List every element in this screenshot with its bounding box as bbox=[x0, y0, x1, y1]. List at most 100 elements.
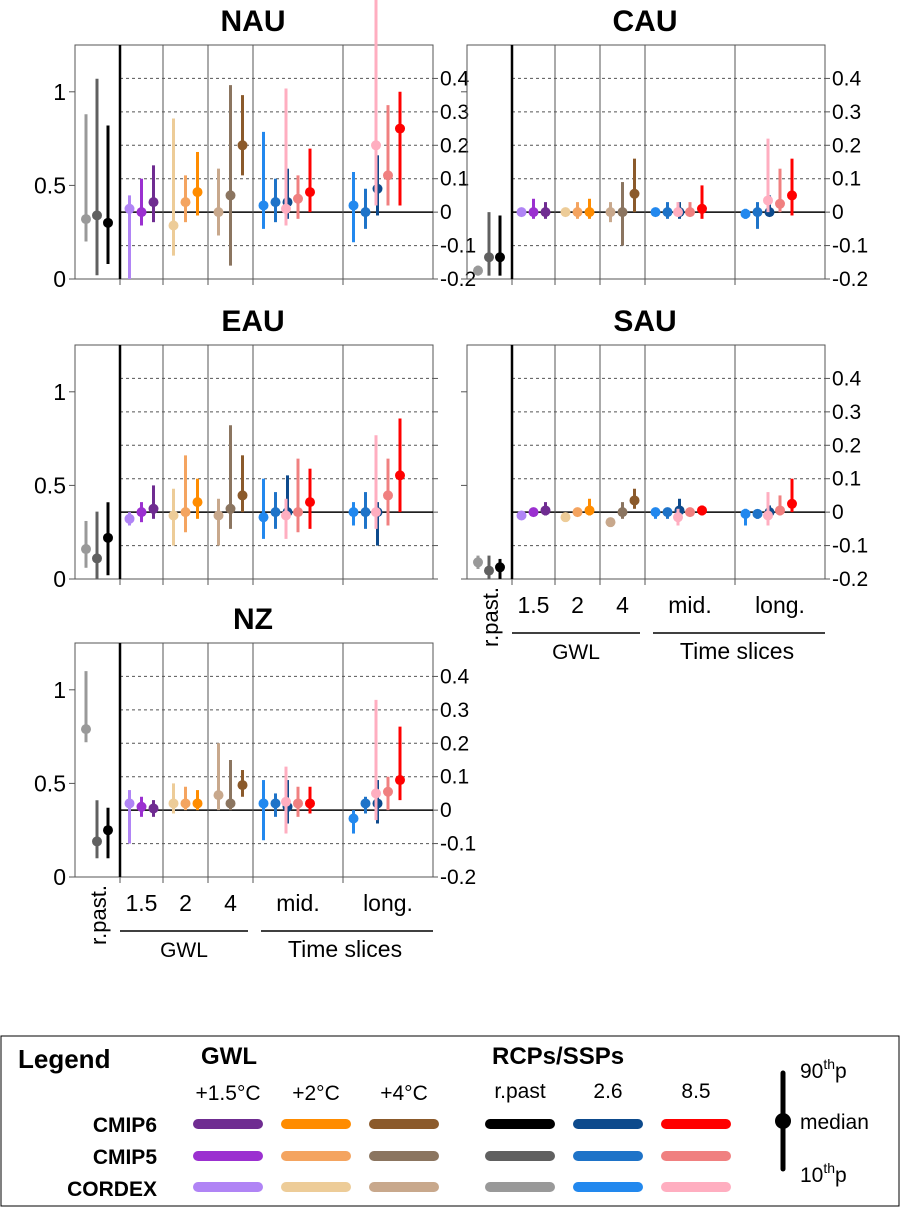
legend-key-p90-suffix: p bbox=[835, 1060, 847, 1083]
median-point bbox=[775, 198, 785, 209]
median-point bbox=[124, 513, 135, 524]
legend-key-p90-num: 90 bbox=[800, 1060, 823, 1083]
median-point bbox=[629, 188, 640, 199]
left-tick-label: 0.5 bbox=[34, 770, 66, 796]
median-point bbox=[124, 798, 135, 809]
median-point bbox=[305, 497, 315, 508]
data-layer bbox=[81, 671, 405, 859]
legend-rcp-heading: RCPs/SSPs bbox=[492, 1043, 624, 1070]
legend-key-p90-sup: th bbox=[823, 1056, 835, 1072]
median-point bbox=[495, 252, 505, 263]
median-point bbox=[270, 798, 281, 809]
median-point bbox=[617, 507, 628, 518]
median-point bbox=[148, 803, 159, 814]
median-point bbox=[560, 207, 571, 218]
median-point bbox=[540, 505, 551, 516]
median-point bbox=[787, 498, 797, 509]
x-tick-label: 4 bbox=[224, 890, 237, 916]
median-point bbox=[473, 557, 483, 568]
median-point bbox=[81, 214, 91, 225]
legend-col-rpast: r.past bbox=[494, 1080, 546, 1103]
legend-col-gwl2: +2°C bbox=[292, 1082, 340, 1105]
x-tick-label: 4 bbox=[616, 592, 629, 618]
median-point bbox=[740, 208, 751, 219]
time-group-label: Time slices bbox=[288, 936, 402, 962]
median-point bbox=[763, 510, 773, 521]
median-point bbox=[584, 505, 595, 516]
median-point bbox=[685, 207, 695, 218]
median-point bbox=[270, 507, 281, 518]
right-tick-label: 0.4 bbox=[440, 67, 470, 90]
median-point bbox=[763, 195, 773, 206]
median-point bbox=[383, 170, 393, 181]
median-point bbox=[180, 507, 191, 518]
legend-row-cmip5: CMIP5 bbox=[93, 1146, 158, 1169]
legend-col-gwl15: +1.5°C bbox=[195, 1082, 260, 1105]
median-point bbox=[305, 187, 315, 198]
median-point bbox=[371, 788, 381, 799]
plot-frame bbox=[466, 344, 826, 580]
right-tick-label: 0.2 bbox=[832, 134, 861, 157]
median-point bbox=[180, 197, 191, 208]
x-tick-label: mid. bbox=[276, 890, 319, 916]
median-point bbox=[484, 565, 494, 576]
right-tick-label: 0.2 bbox=[440, 134, 469, 157]
median-point bbox=[383, 786, 393, 797]
median-point bbox=[281, 796, 291, 807]
legend-key-p10-suffix: p bbox=[835, 1164, 847, 1187]
median-point bbox=[752, 508, 763, 519]
median-point bbox=[293, 507, 303, 518]
right-tick-label: 0.2 bbox=[832, 434, 861, 457]
median-point bbox=[685, 507, 695, 518]
x-tick-label: 2 bbox=[179, 890, 192, 916]
data-layer bbox=[473, 478, 797, 579]
plot-frame bbox=[74, 344, 434, 580]
panel-title: NZ bbox=[233, 603, 273, 636]
left-tick-label: 0.5 bbox=[34, 172, 66, 198]
median-point bbox=[360, 798, 371, 809]
legend-col-rcp85: 8.5 bbox=[681, 1080, 710, 1103]
median-point bbox=[383, 490, 393, 501]
x-tick-label: long. bbox=[363, 890, 413, 916]
median-point bbox=[237, 490, 248, 501]
left-tick-label: 1 bbox=[53, 677, 66, 703]
median-point bbox=[697, 203, 707, 214]
time-group-label: Time slices bbox=[680, 638, 794, 664]
median-point bbox=[360, 507, 371, 518]
legend-key-median: median bbox=[800, 1111, 869, 1134]
x-tick-label: 2 bbox=[571, 592, 584, 618]
median-point bbox=[775, 505, 785, 516]
median-point bbox=[225, 798, 236, 809]
median-point bbox=[787, 190, 797, 201]
right-tick-label: 0 bbox=[832, 501, 844, 524]
median-point bbox=[103, 825, 113, 836]
left-tick-label: 0.5 bbox=[34, 472, 66, 498]
median-point bbox=[92, 836, 102, 847]
median-point bbox=[473, 265, 483, 276]
median-point bbox=[395, 470, 405, 481]
median-point bbox=[293, 798, 303, 809]
median-point bbox=[484, 252, 494, 263]
right-tick-label: 0.1 bbox=[440, 168, 469, 191]
median-point bbox=[572, 507, 583, 518]
median-point bbox=[528, 507, 539, 518]
x-tick-label: 1.5 bbox=[126, 890, 158, 916]
median-point bbox=[281, 510, 291, 521]
median-point bbox=[168, 510, 179, 521]
legend-title: Legend bbox=[18, 1044, 110, 1074]
right-tick-label: -0.1 bbox=[832, 235, 868, 258]
right-tick-label: 0.2 bbox=[440, 732, 469, 755]
median-point bbox=[560, 512, 571, 523]
median-point bbox=[136, 507, 147, 518]
median-point bbox=[136, 207, 147, 218]
median-point bbox=[605, 517, 616, 528]
left-tick-label: 0 bbox=[53, 266, 66, 292]
rpast-label: r.past. bbox=[478, 587, 503, 647]
median-point bbox=[697, 505, 707, 516]
median-point bbox=[258, 512, 269, 523]
median-point bbox=[371, 140, 381, 151]
median-point bbox=[348, 507, 359, 518]
legend-col-rcp26: 2.6 bbox=[593, 1080, 622, 1103]
median-point bbox=[258, 200, 269, 211]
